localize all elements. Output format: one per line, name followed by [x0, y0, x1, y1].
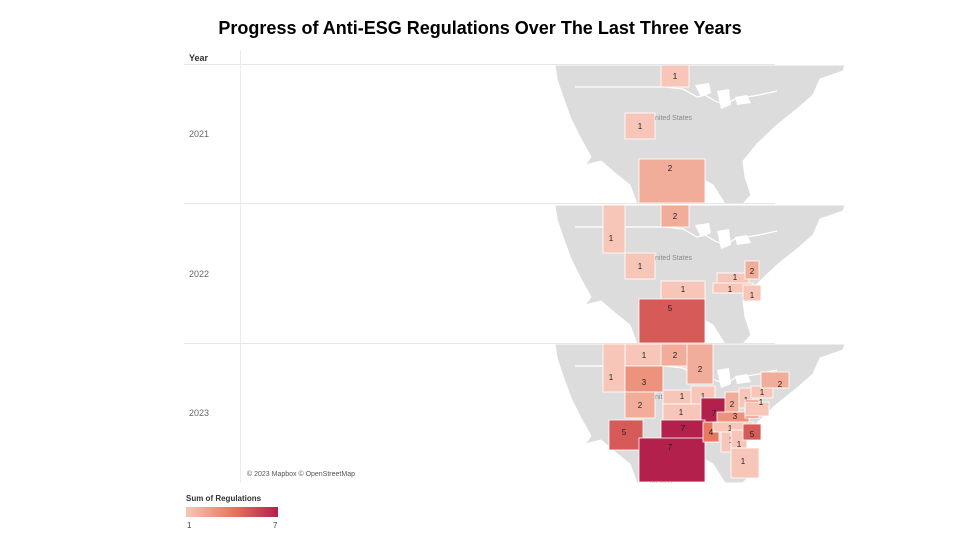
lake — [735, 95, 751, 105]
state-value-label-montana: 1 — [642, 351, 647, 360]
state-wyoming — [624, 365, 664, 393]
state-value-label-north-dakota: 1 — [673, 72, 678, 81]
state-value-label-texas: 5 — [668, 304, 673, 313]
state-value-label-kentucky: 3 — [733, 412, 738, 421]
state-value-label-kansas: 1 — [679, 408, 684, 417]
state-value-label-virginia: 1 — [759, 398, 764, 407]
map-panel[interactable]: United StatesMexico122131121757742112341… — [425, 344, 959, 483]
map-svg: United StatesMexico122131121757742112341… — [425, 344, 959, 483]
map-attribution[interactable]: © 2023 Mapbox © OpenStreetMap — [247, 471, 355, 478]
state-value-label-texas: 2 — [668, 164, 673, 173]
state-florida — [730, 447, 760, 479]
state-value-label-minnesota: 2 — [698, 365, 703, 374]
lake — [695, 83, 711, 97]
state-value-label-oklahoma: 1 — [681, 285, 686, 294]
lake — [717, 368, 731, 388]
state-value-label-texas: 7 — [668, 443, 673, 452]
state-virginia — [744, 401, 770, 417]
year-column-header: Year — [189, 53, 209, 63]
map-svg: United StatesMexico211151211 — [425, 205, 959, 344]
year-row-2022: 2022 United StatesMexico211151211 — [184, 205, 959, 344]
state-west-virginia — [744, 260, 760, 280]
state-utah — [624, 391, 656, 419]
state-south-carolina — [742, 284, 762, 302]
year-row-2021: 2021 United StatesMexico112 — [184, 65, 959, 204]
lake — [717, 229, 731, 249]
state-value-label-south-carolina: 1 — [750, 291, 755, 300]
state-value-label-kentucky: 1 — [733, 273, 738, 282]
state-utah — [624, 252, 656, 280]
state-texas — [638, 437, 706, 483]
lake — [735, 374, 751, 384]
map-panel[interactable]: United StatesMexico112 — [425, 65, 959, 204]
state-value-label-north-dakota: 2 — [673, 212, 678, 221]
state-value-label-tennessee: 1 — [728, 424, 733, 433]
state-value-label-wyoming: 3 — [642, 378, 647, 387]
year-label: 2022 — [189, 269, 210, 279]
country-label-us: United States — [650, 115, 693, 122]
state-minnesota — [686, 344, 714, 385]
state-value-label-oklahoma: 7 — [681, 424, 686, 433]
legend-title: Sum of Regulations — [186, 494, 262, 503]
state-value-label-arizona: 5 — [622, 428, 627, 437]
column-divider — [240, 50, 241, 483]
state-value-label-missouri: 7 — [712, 409, 717, 418]
state-idaho — [602, 344, 626, 393]
state-value-label-nebraska: 1 — [680, 392, 685, 401]
map-panel[interactable]: United StatesMexico211151211 — [425, 205, 959, 344]
state-south-carolina — [742, 423, 762, 441]
row-divider — [184, 343, 775, 344]
state-utah — [624, 112, 656, 140]
year-label: 2023 — [189, 408, 210, 418]
state-idaho — [602, 205, 626, 254]
state-north-dakota — [660, 205, 690, 228]
legend-min-label: 1 — [187, 521, 192, 530]
lake — [695, 223, 711, 237]
state-value-label-pennsylvania: 1 — [760, 388, 765, 397]
state-value-label-utah: 1 — [638, 122, 643, 131]
state-arizona — [608, 419, 644, 451]
state-new-york — [760, 371, 790, 389]
state-value-label-georgia: 1 — [737, 440, 742, 449]
state-value-label-idaho: 1 — [609, 234, 614, 243]
state-value-label-arkansas: 4 — [709, 428, 714, 437]
year-label: 2021 — [189, 129, 210, 139]
legend-max-label: 7 — [273, 521, 278, 530]
state-value-label-north-dakota: 2 — [673, 351, 678, 360]
year-row-2023: 2023 United StatesMexico1221311217577421… — [184, 344, 959, 483]
state-texas — [638, 298, 706, 344]
state-north-dakota — [660, 65, 690, 88]
country-label-us: United States — [650, 255, 693, 262]
state-value-label-indiana: 2 — [730, 400, 735, 409]
header-divider — [184, 64, 775, 65]
map-svg: United StatesMexico112 — [425, 65, 959, 204]
state-value-label-iowa: 1 — [701, 392, 706, 401]
state-value-label-new-york: 2 — [778, 380, 783, 389]
state-value-label-utah: 1 — [638, 262, 643, 271]
state-texas — [638, 158, 706, 204]
state-value-label-tennessee: 1 — [728, 285, 733, 294]
state-value-label-south-carolina: 5 — [750, 430, 755, 439]
state-value-label-florida: 1 — [741, 457, 746, 466]
row-divider — [184, 203, 775, 204]
lake — [717, 89, 731, 109]
state-value-label-west-virginia: 2 — [750, 267, 755, 276]
lake — [735, 235, 751, 245]
chart-title: Progress of Anti-ESG Regulations Over Th… — [218, 18, 742, 38]
state-value-label-utah: 2 — [638, 401, 643, 410]
legend-color-ramp — [186, 507, 278, 517]
state-value-label-idaho: 1 — [609, 373, 614, 382]
